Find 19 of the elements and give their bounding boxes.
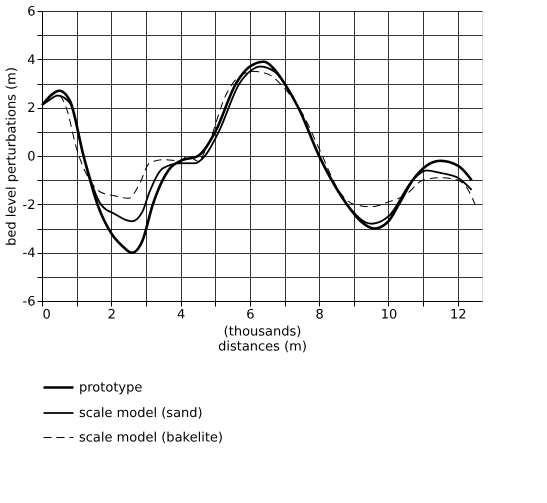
x-tick-label: 6	[246, 308, 255, 322]
legend-label: scale model (bakelite)	[79, 430, 223, 446]
y-tick-label: -6	[22, 294, 36, 310]
x-tick-label: 4	[176, 308, 186, 322]
legend-label: scale model (sand)	[79, 406, 203, 421]
y-tick-label: 0	[27, 150, 36, 164]
x-tick-label: 2	[108, 308, 116, 322]
legend-label: prototype	[79, 380, 142, 396]
x-axis-title: (thousands) distances (m)	[218, 324, 307, 354]
y-tick-label: 2	[27, 101, 36, 116]
x-tick-label: 0	[42, 308, 51, 322]
y-tick-label: -2	[22, 198, 36, 213]
y-axis-title: bed level perturbations (m)	[4, 67, 20, 246]
y-tick-label: -4	[22, 246, 36, 262]
y-tick-label: 6	[27, 4, 36, 20]
x-tick-label: 10	[380, 308, 398, 322]
x-tick-label: 8	[316, 308, 324, 322]
x-tick-label: 12	[450, 308, 467, 322]
y-tick-label: 4	[27, 52, 36, 68]
